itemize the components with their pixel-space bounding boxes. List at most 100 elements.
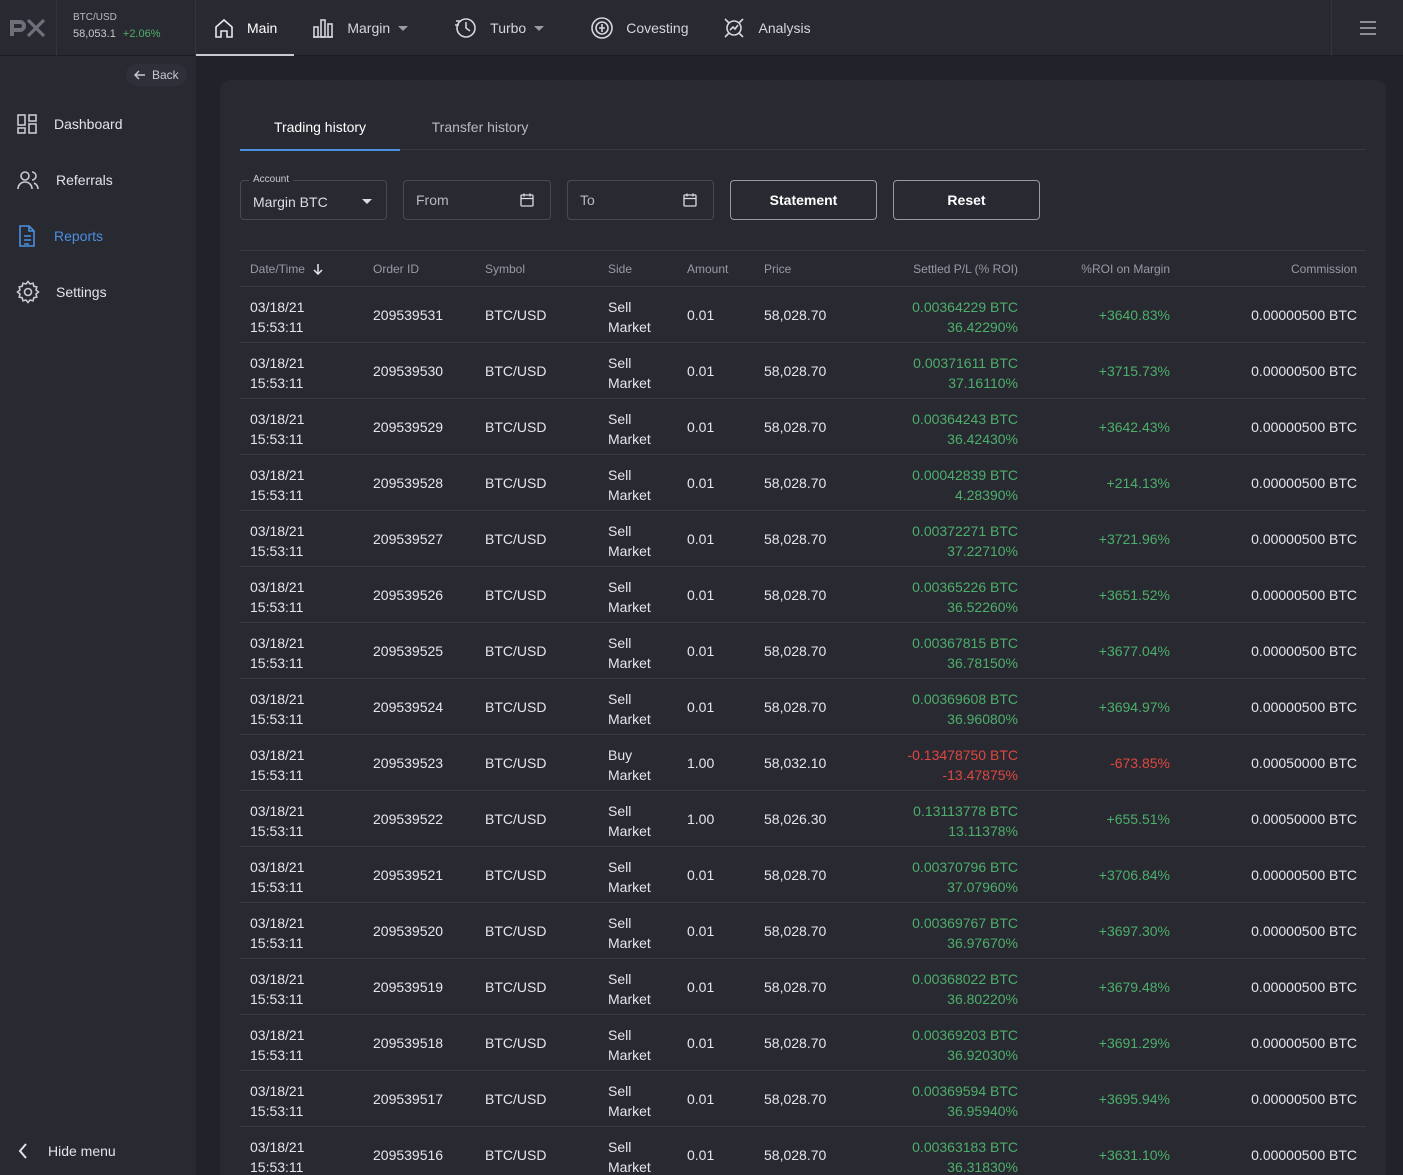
table-row[interactable]: 03/18/21 15:53:11 209539516 BTC/USD Sell Mark… [240, 1127, 1366, 1175]
table-row[interactable]: 03/18/21 15:53:11 209539530 BTC/USD Sell Mark… [240, 343, 1366, 399]
px-logo[interactable] [8, 16, 48, 40]
hide-menu-button[interactable]: Hide menu [0, 1127, 196, 1175]
nav-main[interactable]: Main [196, 0, 295, 56]
dropdown-arrow-icon [362, 199, 372, 204]
cell-commission: 0.00000500 BTC [1251, 531, 1357, 547]
column-header-datetime[interactable]: Date/Time [250, 262, 323, 276]
hide-menu-label: Hide menu [48, 1143, 116, 1159]
table-row[interactable]: 03/18/21 15:53:11 209539522 BTC/USD Sell Mark… [240, 791, 1366, 847]
report-tabs: Trading history Transfer history [240, 104, 1366, 151]
table-row[interactable]: 03/18/21 15:53:11 209539527 BTC/USD Sell Mark… [240, 511, 1366, 567]
sidebar-item-referrals[interactable]: Referrals [0, 160, 196, 200]
cell-side-type: Market [608, 935, 651, 951]
reset-button[interactable]: Reset [893, 180, 1040, 220]
hamburger-menu-button[interactable] [1331, 0, 1403, 56]
cell-pl-amount: 0.00367815 BTC [912, 635, 1018, 651]
home-icon [215, 18, 233, 38]
column-header-commission[interactable]: Commission [1290, 262, 1357, 276]
statement-button[interactable]: Statement [730, 180, 877, 220]
cell-symbol: BTC/USD [485, 419, 547, 435]
calendar-icon[interactable] [683, 193, 697, 207]
cell-roi-margin: +3715.73% [1098, 363, 1170, 379]
table-row[interactable]: 03/18/21 15:53:11 209539531 BTC/USD Sell Mark… [240, 287, 1366, 343]
to-date-placeholder: To [580, 192, 595, 208]
cell-side-type: Market [608, 1047, 651, 1063]
column-header-settled-pl[interactable]: Settled P/L (% ROI) [913, 262, 1018, 276]
cell-date: 03/18/21 [250, 1027, 305, 1043]
cell-settled-pl: 0.00363183 BTC 36.31830% [912, 1137, 1018, 1175]
cell-settled-pl: 0.00364229 BTC 36.42290% [912, 297, 1018, 337]
cell-order-id: 209539521 [373, 867, 444, 883]
back-button[interactable]: Back [126, 64, 187, 86]
cell-commission: 0.00050000 BTC [1251, 811, 1357, 827]
cell-side-type: Market [608, 487, 651, 503]
cell-symbol: BTC/USD [485, 475, 547, 491]
cell-amount: 0.01 [687, 867, 715, 883]
ticker-widget[interactable]: BTC/USD 58,053.1 +2.06% [56, 0, 196, 56]
cell-commission: 0.00000500 BTC [1251, 1035, 1357, 1051]
cell-side-type: Market [608, 1159, 651, 1175]
cell-datetime: 03/18/21 15:53:11 [250, 745, 305, 785]
cell-side: Sell Market [608, 1081, 651, 1121]
tab-transfer-history[interactable]: Transfer history [400, 104, 560, 150]
table-row[interactable]: 03/18/21 15:53:11 209539520 BTC/USD Sell Mark… [240, 903, 1366, 959]
column-header-amount[interactable]: Amount [687, 262, 729, 276]
from-date-field[interactable]: From [403, 180, 551, 220]
cell-side-type: Market [608, 767, 651, 783]
cell-roi-margin: +3691.29% [1098, 1035, 1170, 1051]
account-select[interactable]: Account Margin BTC [240, 174, 387, 220]
nav-covesting[interactable]: Covesting [573, 0, 705, 56]
cell-side-direction: Sell [608, 1139, 632, 1155]
table-row[interactable]: 03/18/21 15:53:11 209539526 BTC/USD Sell Mark… [240, 567, 1366, 623]
cell-time: 15:53:11 [250, 319, 304, 335]
tab-trading-history[interactable]: Trading history [240, 104, 400, 151]
cell-settled-pl: 0.00369203 BTC 36.92030% [912, 1025, 1018, 1065]
nav-analysis[interactable]: Analysis [705, 0, 827, 56]
cell-pl-percent: 36.80220% [947, 991, 1018, 1007]
cell-side-direction: Sell [608, 803, 632, 819]
cell-date: 03/18/21 [250, 859, 305, 875]
table-row[interactable]: 03/18/21 15:53:11 209539523 BTC/USD Buy Marke… [240, 735, 1366, 791]
table-row[interactable]: 03/18/21 15:53:11 209539529 BTC/USD Sell Mark… [240, 399, 1366, 455]
cell-symbol: BTC/USD [485, 531, 547, 547]
column-header-roi-margin[interactable]: %ROI on Margin [1081, 262, 1170, 276]
cell-commission: 0.00000500 BTC [1251, 643, 1357, 659]
cell-price: 58,028.70 [764, 419, 827, 435]
table-body: 03/18/21 15:53:11 209539531 BTC/USD Sell Mark… [240, 287, 1366, 1175]
column-header-side[interactable]: Side [608, 262, 633, 276]
sidebar-item-dashboard[interactable]: Dashboard [0, 104, 196, 144]
sidebar-item-settings[interactable]: Settings [0, 272, 196, 312]
cell-symbol: BTC/USD [485, 363, 547, 379]
cell-symbol: BTC/USD [485, 923, 547, 939]
column-header-symbol[interactable]: Symbol [485, 262, 526, 276]
chevron-down-icon [398, 25, 409, 31]
cell-settled-pl: 0.00364243 BTC 36.42430% [912, 409, 1018, 449]
cell-price: 58,028.70 [764, 475, 827, 491]
trading-history-table: Date/Time Order ID Symbol Side Amount Pr… [240, 250, 1366, 1175]
to-date-field[interactable]: To [567, 180, 714, 220]
cell-commission: 0.00050000 BTC [1251, 755, 1357, 771]
nav-margin[interactable]: Margin [294, 0, 425, 56]
calendar-icon[interactable] [520, 193, 534, 207]
cell-pl-percent: -13.47875% [942, 767, 1018, 783]
table-row[interactable]: 03/18/21 15:53:11 209539521 BTC/USD Sell Mark… [240, 847, 1366, 903]
sidebar-item-reports[interactable]: Reports [0, 216, 196, 256]
cell-side-direction: Sell [608, 915, 632, 931]
table-row[interactable]: 03/18/21 15:53:11 209539528 BTC/USD Sell Mark… [240, 455, 1366, 511]
cell-pl-percent: 36.78150% [947, 655, 1018, 671]
cell-amount: 0.01 [687, 643, 715, 659]
table-row[interactable]: 03/18/21 15:53:11 209539519 BTC/USD Sell Mark… [240, 959, 1366, 1015]
cell-pl-percent: 37.07960% [947, 879, 1018, 895]
table-row[interactable]: 03/18/21 15:53:11 209539525 BTC/USD Sell Mark… [240, 623, 1366, 679]
nav-turbo[interactable]: Turbo [437, 0, 561, 56]
table-row[interactable]: 03/18/21 15:53:11 209539517 BTC/USD Sell Mark… [240, 1071, 1366, 1127]
column-header-order-id[interactable]: Order ID [373, 262, 420, 276]
cell-commission: 0.00000500 BTC [1251, 867, 1357, 883]
table-row[interactable]: 03/18/21 15:53:11 209539524 BTC/USD Sell Mark… [240, 679, 1366, 735]
column-header-price[interactable]: Price [764, 262, 792, 276]
cell-order-id: 209539516 [373, 1147, 444, 1163]
cell-amount: 0.01 [687, 307, 715, 323]
table-row[interactable]: 03/18/21 15:53:11 209539518 BTC/USD Sell Mark… [240, 1015, 1366, 1071]
cell-amount: 0.01 [687, 1147, 715, 1163]
cell-price: 58,028.70 [764, 643, 827, 659]
